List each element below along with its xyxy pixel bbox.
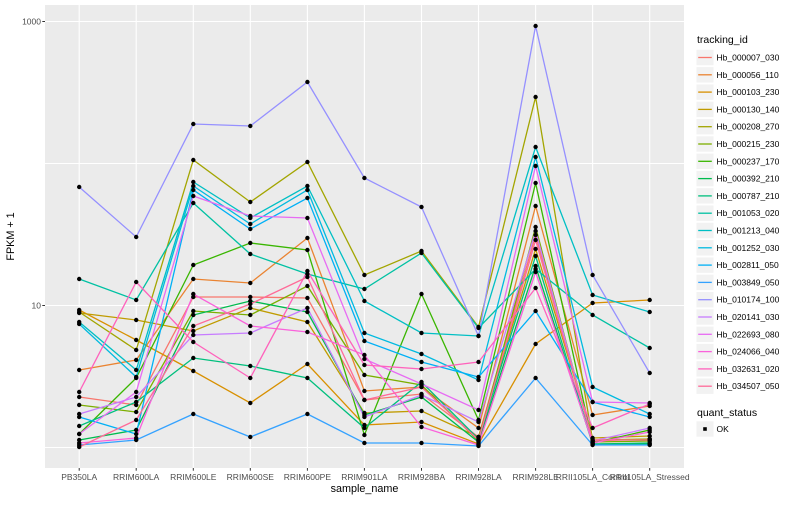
svg-text:Hb_001053_020: Hb_001053_020: [717, 208, 780, 218]
svg-text:1000: 1000: [22, 17, 41, 27]
svg-text:Hb_000103_230: Hb_000103_230: [717, 87, 780, 97]
svg-text:RRIM928LA: RRIM928LA: [455, 472, 502, 482]
svg-text:Hb_032631_020: Hb_032631_020: [717, 364, 780, 374]
svg-text:RRIM600SE: RRIM600SE: [227, 472, 275, 482]
svg-text:Hb_000215_230: Hb_000215_230: [717, 139, 780, 149]
svg-text:FPKM + 1: FPKM + 1: [5, 212, 17, 260]
svg-text:Hb_000208_270: Hb_000208_270: [717, 122, 780, 132]
svg-text:quant_status: quant_status: [697, 407, 757, 419]
svg-text:RRIM600PE: RRIM600PE: [284, 472, 332, 482]
svg-text:OK: OK: [717, 424, 730, 434]
svg-text:Hb_000130_140: Hb_000130_140: [717, 104, 780, 114]
svg-text:Hb_010174_100: Hb_010174_100: [717, 295, 780, 305]
svg-text:Hb_000787_210: Hb_000787_210: [717, 191, 780, 201]
svg-text:Hb_000007_030: Hb_000007_030: [717, 53, 780, 63]
svg-text:Hb_001213_040: Hb_001213_040: [717, 226, 780, 236]
svg-text:RRII105LA_Stressed: RRII105LA_Stressed: [610, 472, 690, 482]
svg-text:Hb_003849_050: Hb_003849_050: [717, 277, 780, 287]
svg-text:RRIM928BA: RRIM928BA: [398, 472, 446, 482]
svg-text:PB350LA: PB350LA: [61, 472, 97, 482]
svg-text:Hb_020141_030: Hb_020141_030: [717, 312, 780, 322]
svg-text:Hb_034507_050: Hb_034507_050: [717, 381, 780, 391]
svg-text:Hb_000392_210: Hb_000392_210: [717, 174, 780, 184]
svg-text:Hb_000056_110: Hb_000056_110: [717, 70, 780, 80]
svg-text:Hb_000237_170: Hb_000237_170: [717, 156, 780, 166]
svg-text:RRIM600LA: RRIM600LA: [113, 472, 160, 482]
svg-text:Hb_001252_030: Hb_001252_030: [717, 243, 780, 253]
svg-text:Hb_022693_080: Hb_022693_080: [717, 329, 780, 339]
svg-text:RRII105LA_Control: RRII105LA_Control: [556, 472, 630, 482]
svg-text:RRIM901LA: RRIM901LA: [341, 472, 388, 482]
svg-text:RRIM600LE: RRIM600LE: [170, 472, 217, 482]
svg-text:Hb_024066_040: Hb_024066_040: [717, 347, 780, 357]
svg-text:RRIM928LE: RRIM928LE: [512, 472, 559, 482]
svg-text:10: 10: [32, 301, 42, 311]
svg-text:tracking_id: tracking_id: [697, 34, 748, 46]
svg-text:Hb_002811_050: Hb_002811_050: [717, 260, 780, 270]
svg-text:sample_name: sample_name: [331, 483, 399, 495]
